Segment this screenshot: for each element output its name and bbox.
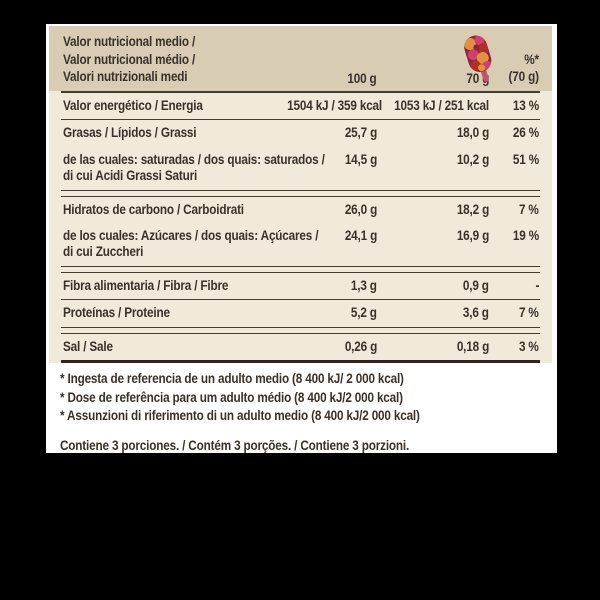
footnote-es: * Ingesta de referencia de un adulto med… xyxy=(60,371,404,387)
nutrition-table: Valor nutricional medio / Valor nutricio… xyxy=(49,26,552,364)
row-label: Hidratos de carbono / Carboidrati xyxy=(63,201,244,217)
table-row-fat: Grasas / Lípidos / Grassi 25,7 g 18,0 g … xyxy=(49,120,552,146)
row-label: Grasas / Lípidos / Grassi xyxy=(63,125,197,141)
value-per-70g: 18,0 g xyxy=(456,125,489,141)
column-header-percent: %* (70 g) xyxy=(508,51,539,85)
value-per-100g: 14,5 g xyxy=(344,151,377,167)
table-row-fibre: Fibra alimentaria / Fibra / Fibre 1,3 g … xyxy=(49,273,552,299)
value-per-70g: 0,18 g xyxy=(456,338,489,354)
row-label: Sal / Sale xyxy=(63,338,113,354)
reference-intake-footnotes: * Ingesta de referencia de un adulto med… xyxy=(46,363,557,425)
value-percent-ri: 51 % xyxy=(512,151,539,167)
table-row-carbohydrate: Hidratos de carbono / Carboidrati 26,0 g… xyxy=(49,197,552,223)
table-row-sugars: de los cuales: Azúcares / dos quais: Açú… xyxy=(49,223,552,266)
value-percent-ri: - xyxy=(535,277,539,293)
table-row-protein: Proteínas / Proteine 5,2 g 3,6 g 7 % xyxy=(49,300,552,326)
footnote-pt: * Dose de referência para um adulto médi… xyxy=(60,389,403,405)
row-divider xyxy=(61,119,540,121)
value-per-100g: 0,26 g xyxy=(344,338,377,354)
header-divider xyxy=(61,90,540,93)
value-per-70g: 16,9 g xyxy=(456,227,489,243)
table-header: Valor nutricional medio / Valor nutricio… xyxy=(49,26,552,91)
table-bottom-divider xyxy=(61,360,540,364)
nutrition-label-panel: Valor nutricional medio / Valor nutricio… xyxy=(46,24,557,453)
value-per-70g: 3,6 g xyxy=(463,305,489,321)
value-per-70g: 18,2 g xyxy=(456,201,489,217)
value-per-70g: 0,9 g xyxy=(463,277,489,293)
value-per-70g: 10,2 g xyxy=(456,151,489,167)
value-percent-ri: 19 % xyxy=(512,227,539,243)
section-divider xyxy=(61,265,540,273)
row-label: Proteínas / Proteine xyxy=(63,305,170,321)
value-percent-ri: 3 % xyxy=(519,338,539,354)
table-row-saturates: de las cuales: saturadas / dos quais: sa… xyxy=(49,147,552,190)
value-percent-ri: 7 % xyxy=(519,305,539,321)
value-percent-ri: 7 % xyxy=(519,201,539,217)
value-per-100g: 5,2 g xyxy=(351,305,377,321)
footnote-it: * Assunzioni di riferimento di un adulto… xyxy=(60,407,420,423)
value-percent-ri: 26 % xyxy=(512,125,539,141)
value-per-70g: 1053 kJ / 251 kcal xyxy=(394,97,489,113)
table-title: Valor nutricional medio / Valor nutricio… xyxy=(63,33,273,86)
row-label: Fibra alimentaria / Fibra / Fibre xyxy=(63,277,229,293)
value-per-100g: 1504 kJ / 359 kcal xyxy=(287,97,383,113)
row-label: de los cuales: Azúcares / dos quais: Açú… xyxy=(63,227,319,260)
table-row-energy: Valor energético / Energia 1504 kJ / 359… xyxy=(49,93,552,119)
table-row-salt: Sal / Sale 0,26 g 0,18 g 3 % xyxy=(49,334,552,360)
value-percent-ri: 13 % xyxy=(512,97,539,113)
value-per-100g: 1,3 g xyxy=(351,277,377,293)
value-per-100g: 24,1 g xyxy=(344,227,377,243)
title-line-es: Valor nutricional medio / xyxy=(63,34,196,49)
row-label: de las cuales: saturadas / dos quais: sa… xyxy=(63,151,325,184)
row-divider xyxy=(61,299,540,301)
title-line-it: Valori nutrizionali medi xyxy=(63,69,188,85)
row-label: Valor energético / Energia xyxy=(63,97,203,113)
servings-note: Contiene 3 porciones. / Contém 3 porções… xyxy=(46,424,557,453)
title-line-pt: Valor nutricional médio / xyxy=(63,51,196,67)
section-divider xyxy=(61,189,540,197)
popsicle-icon xyxy=(464,34,493,82)
value-per-100g: 25,7 g xyxy=(344,125,377,141)
value-per-100g: 26,0 g xyxy=(344,201,377,217)
section-divider xyxy=(61,326,540,334)
column-header-100g: 100 g xyxy=(347,70,377,86)
